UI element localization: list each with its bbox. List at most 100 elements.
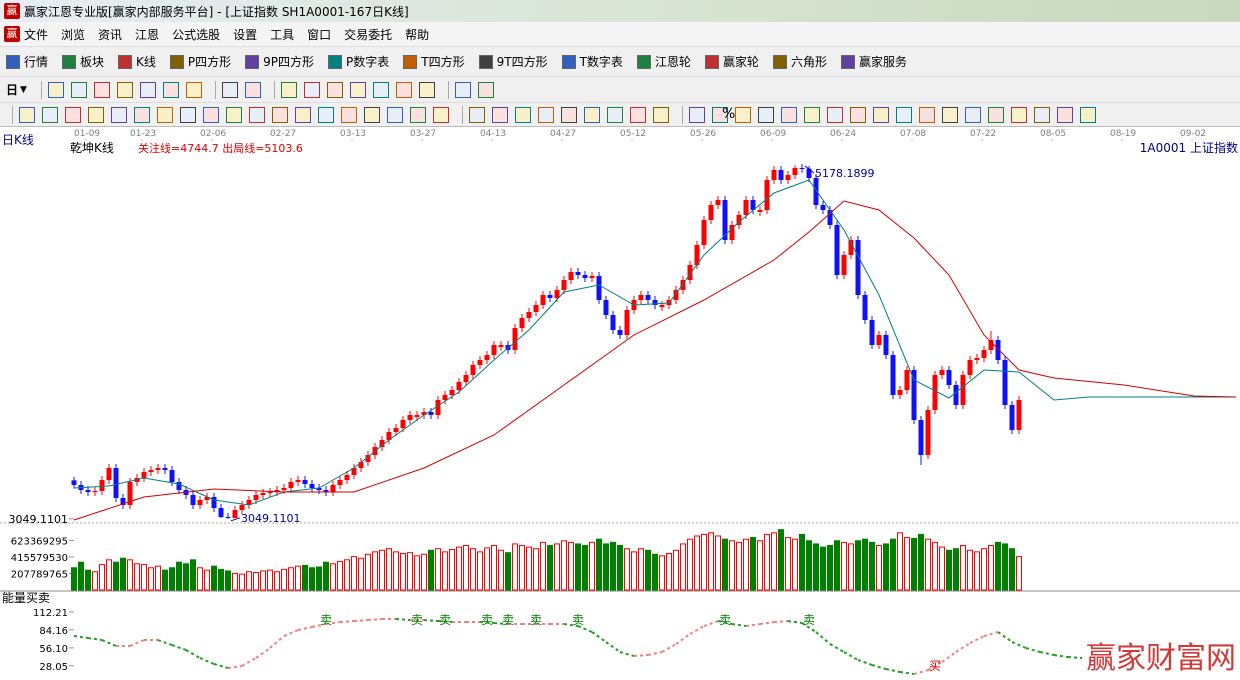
- toolbar-icon-button[interactable]: [111, 106, 127, 123]
- menu-item[interactable]: 工具: [270, 27, 295, 42]
- toolbar-icon-button[interactable]: [364, 106, 380, 123]
- toolbar-icon-button[interactable]: [804, 106, 820, 123]
- toolbar-icon-button[interactable]: [221, 81, 238, 98]
- toolbar-icon-button[interactable]: [584, 106, 600, 123]
- toolbar-icon-button[interactable]: [116, 81, 133, 98]
- toolbar-button[interactable]: T四方形: [403, 53, 465, 70]
- toolbar-icon-button[interactable]: [134, 106, 150, 123]
- toolbar-icon-button[interactable]: [326, 81, 343, 98]
- toolbar-icon-button[interactable]: [689, 106, 705, 123]
- menu-item[interactable]: 文件: [24, 27, 49, 42]
- toolbar-icon-button[interactable]: [295, 106, 311, 123]
- toolbar-icon-button[interactable]: [349, 81, 366, 98]
- toolbar-icon-button[interactable]: [630, 106, 646, 123]
- toolbar-icon-button[interactable]: [139, 81, 156, 98]
- toolbar-icon-button[interactable]: [919, 106, 935, 123]
- toolbar-icon-button[interactable]: [272, 106, 288, 123]
- toolbar-button[interactable]: K线: [118, 53, 156, 70]
- toolbar-icon-button[interactable]: [607, 106, 623, 123]
- toolbar-icon-button[interactable]: [203, 106, 219, 123]
- toolbar-button[interactable]: 9T四方形: [478, 53, 548, 70]
- toolbar-icon-button[interactable]: [65, 106, 81, 123]
- toolbar-icon-button[interactable]: [896, 106, 912, 123]
- toolbar-button[interactable]: P四方形: [169, 53, 231, 70]
- volume-bar: [869, 541, 875, 591]
- toolbar-button[interactable]: 板块: [62, 53, 104, 70]
- toolbar-icon-button[interactable]: [653, 106, 669, 123]
- toolbar-button[interactable]: 赢家服务: [840, 53, 907, 70]
- toolbar-icon-button[interactable]: [226, 106, 242, 123]
- toolbar-button[interactable]: P数字表: [328, 53, 389, 70]
- toolbar-icon-button[interactable]: [410, 106, 426, 123]
- toolbar-icon-button[interactable]: [280, 81, 297, 98]
- toolbar-icon-button[interactable]: [70, 81, 87, 98]
- toolbar-icon-button[interactable]: [387, 106, 403, 123]
- toolbar-button[interactable]: 9P四方形: [245, 53, 314, 70]
- toolbar-button[interactable]: 赢家轮: [704, 53, 759, 70]
- toolbar-icon-button[interactable]: [1034, 106, 1050, 123]
- toolbar-icon-button[interactable]: [19, 106, 35, 123]
- toolbar-button[interactable]: 江恩轮: [636, 53, 691, 70]
- toolbar-separator: [462, 105, 463, 124]
- volume-bar: [190, 559, 196, 591]
- toolbar-icon-button[interactable]: [433, 106, 449, 123]
- toolbar-icon-button[interactable]: [454, 81, 471, 98]
- indicator-segment: [353, 619, 369, 623]
- percent-tool[interactable]: %: [722, 106, 736, 122]
- toolbar-icon-button[interactable]: [162, 81, 179, 98]
- menu-item[interactable]: 浏览: [61, 27, 86, 42]
- menu-item[interactable]: 窗口: [307, 27, 332, 42]
- toolbar-icon-button[interactable]: [418, 81, 435, 98]
- toolbar-button[interactable]: 行情: [6, 53, 48, 70]
- toolbar-icon-button[interactable]: [965, 106, 981, 123]
- toolbar-icon-button[interactable]: [93, 81, 110, 98]
- toolbar-icon-button[interactable]: [395, 81, 412, 98]
- toolbar-icon-button[interactable]: [988, 106, 1004, 123]
- toolbar-icon-button[interactable]: [1011, 106, 1027, 123]
- candle-body: [204, 497, 210, 500]
- toolbar-icon-button[interactable]: [942, 106, 958, 123]
- toolbar-icon-button[interactable]: [850, 106, 866, 123]
- toolbar-icon-button[interactable]: [477, 81, 494, 98]
- toolbar-icon-button[interactable]: [712, 106, 728, 123]
- toolbar-button[interactable]: 六角形: [772, 53, 827, 70]
- toolbar-icon-button[interactable]: [1080, 106, 1096, 123]
- toolbar-icon-button[interactable]: [873, 106, 889, 123]
- toolbar-icon-button[interactable]: [372, 81, 389, 98]
- candle-body: [806, 168, 812, 178]
- toolbar-icon-button[interactable]: [244, 81, 261, 98]
- toolbar-icon-button[interactable]: [758, 106, 774, 123]
- toolbar-icon-button[interactable]: [1057, 106, 1073, 123]
- toolbar-icon-button[interactable]: [303, 81, 320, 98]
- toolbar-icon-button[interactable]: [88, 106, 104, 123]
- volume-bar: [771, 532, 777, 591]
- toolbar-icon-button[interactable]: [469, 106, 485, 123]
- toolbar-icon-button[interactable]: [492, 106, 508, 123]
- candle-body: [953, 385, 959, 405]
- toolbar-icon-button[interactable]: [735, 106, 751, 123]
- indicator-segment: [1067, 656, 1083, 659]
- candle-body: [540, 295, 546, 305]
- toolbar-icon-button[interactable]: [185, 81, 202, 98]
- toolbar-icon-button[interactable]: [318, 106, 334, 123]
- menu-item[interactable]: 公式选股: [172, 27, 221, 42]
- toolbar-button[interactable]: T数字表: [561, 53, 623, 70]
- toolbar-icon-button[interactable]: [827, 106, 843, 123]
- toolbar-icon-button[interactable]: [249, 106, 265, 123]
- menu-item[interactable]: 设置: [233, 27, 258, 42]
- toolbar-icon-button[interactable]: [341, 106, 357, 123]
- toolbar-icon-button[interactable]: [157, 106, 173, 123]
- toolbar-icon-button[interactable]: [781, 106, 797, 123]
- toolbar-icon-button[interactable]: [515, 106, 531, 123]
- toolbar-icon-button[interactable]: [47, 81, 64, 98]
- dropdown-arrow[interactable]: ▼: [20, 84, 27, 95]
- toolbar-icon-button[interactable]: [538, 106, 554, 123]
- menu-item[interactable]: 资讯: [98, 27, 123, 42]
- toolbar-icon-button[interactable]: [561, 106, 577, 123]
- menu-item[interactable]: 帮助: [405, 27, 430, 42]
- toolbar-icon-button[interactable]: [42, 106, 58, 123]
- toolbar-icon-button[interactable]: [180, 106, 196, 123]
- period-select[interactable]: 日: [6, 83, 19, 97]
- menu-item[interactable]: 交易委托: [344, 27, 393, 42]
- menu-item[interactable]: 江恩: [135, 27, 160, 42]
